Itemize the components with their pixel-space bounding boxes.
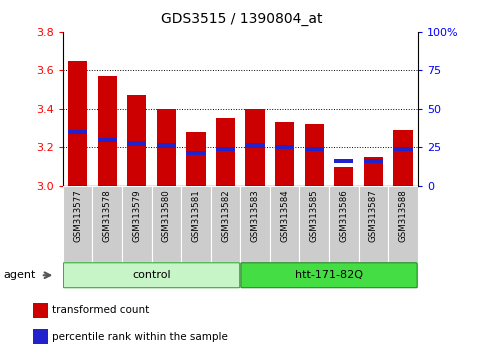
Text: GSM313577: GSM313577 — [73, 190, 82, 242]
Bar — [92, 186, 122, 262]
Bar — [305, 147, 324, 152]
Text: GSM313584: GSM313584 — [280, 190, 289, 242]
Bar — [241, 186, 270, 262]
Bar — [33, 303, 48, 318]
Text: transformed count: transformed count — [53, 305, 150, 315]
Bar — [68, 61, 87, 186]
Text: GSM313583: GSM313583 — [251, 190, 259, 242]
Bar — [364, 159, 383, 163]
Bar — [122, 186, 152, 262]
Bar — [393, 130, 412, 186]
Text: GSM313578: GSM313578 — [103, 190, 112, 242]
Text: agent: agent — [3, 270, 36, 280]
Bar — [329, 186, 358, 262]
Text: GSM313582: GSM313582 — [221, 190, 230, 242]
Text: GSM313579: GSM313579 — [132, 190, 141, 242]
Bar — [334, 167, 354, 186]
FancyBboxPatch shape — [241, 263, 417, 288]
Bar — [275, 122, 294, 186]
Bar — [68, 130, 87, 134]
Bar — [186, 132, 206, 186]
FancyBboxPatch shape — [63, 263, 240, 288]
Bar — [98, 76, 117, 186]
Bar — [127, 95, 146, 186]
Bar — [245, 143, 265, 148]
Bar — [393, 147, 412, 152]
Bar — [127, 141, 146, 145]
Bar — [156, 143, 176, 148]
Text: GDS3515 / 1390804_at: GDS3515 / 1390804_at — [161, 12, 322, 27]
Text: percentile rank within the sample: percentile rank within the sample — [53, 332, 228, 342]
Bar — [63, 186, 92, 262]
Bar — [299, 186, 329, 262]
Bar — [156, 109, 176, 186]
Text: GSM313580: GSM313580 — [162, 190, 171, 242]
Text: GSM313587: GSM313587 — [369, 190, 378, 242]
Bar — [388, 186, 418, 262]
Bar — [334, 159, 354, 163]
Bar — [364, 157, 383, 186]
Text: GSM313585: GSM313585 — [310, 190, 319, 242]
Bar — [98, 138, 117, 142]
Bar — [216, 147, 235, 152]
Bar — [211, 186, 241, 262]
Text: GSM313581: GSM313581 — [191, 190, 200, 242]
Bar — [245, 109, 265, 186]
Bar — [216, 119, 235, 186]
Bar — [358, 186, 388, 262]
Bar — [33, 329, 48, 344]
Bar — [186, 151, 206, 155]
Text: GSM313588: GSM313588 — [398, 190, 408, 242]
Text: control: control — [132, 270, 171, 280]
Bar — [152, 186, 181, 262]
Bar — [181, 186, 211, 262]
Bar — [270, 186, 299, 262]
Text: GSM313586: GSM313586 — [340, 190, 348, 242]
Bar — [275, 145, 294, 149]
Text: htt-171-82Q: htt-171-82Q — [295, 270, 363, 280]
Bar — [305, 124, 324, 186]
